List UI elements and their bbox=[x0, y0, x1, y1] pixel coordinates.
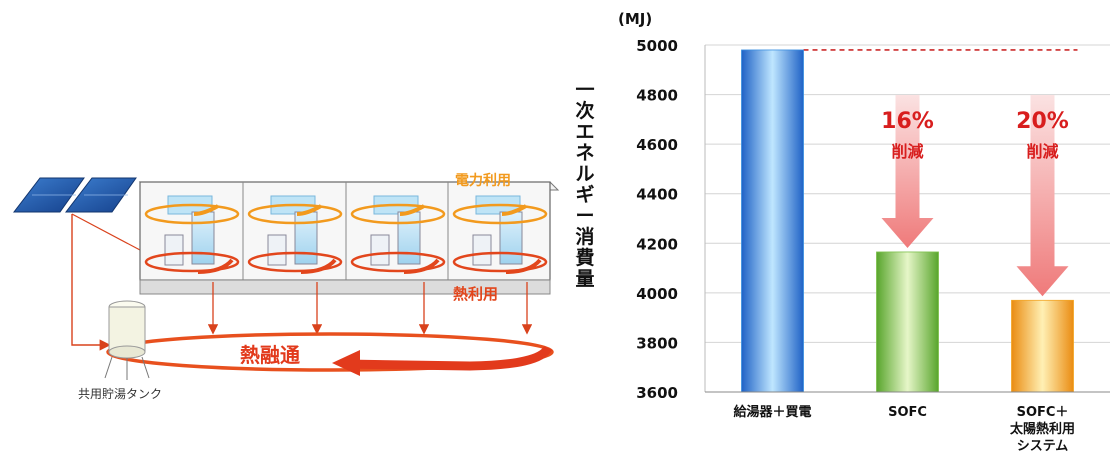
y-axis-title-char: 費 bbox=[575, 246, 594, 269]
x-tick-label: SOFC＋太陽熱利用システム bbox=[1009, 405, 1075, 454]
y-axis-title-char: 一 bbox=[575, 79, 594, 101]
y-axis-title-char: ー bbox=[575, 205, 594, 227]
solar-pipe bbox=[71, 213, 141, 351]
heat-sharing-loop bbox=[106, 332, 554, 376]
heat-flow-lines bbox=[207, 282, 533, 335]
reduction-text: 削減 bbox=[891, 142, 923, 161]
y-axis-title-char: 次 bbox=[575, 99, 594, 122]
solar-panel-icon bbox=[12, 177, 137, 213]
bar bbox=[1011, 299, 1074, 393]
category-labels: 給湯器＋買電 SOFC SOFC＋太陽熱利用システム bbox=[733, 404, 1075, 454]
heat-sharing-label: 熱融通 bbox=[240, 343, 300, 367]
y-tick-label: 4800 bbox=[636, 87, 678, 105]
unit-3 bbox=[350, 195, 446, 274]
reduction-arrows bbox=[881, 94, 1069, 297]
system-diagram: 電力利用 熱利用 熱融通 共用貯湯タンク bbox=[12, 172, 560, 401]
reduction-percent: 20% bbox=[1016, 109, 1069, 134]
unit-2 bbox=[247, 195, 343, 274]
y-tick-label: 4600 bbox=[636, 136, 678, 154]
y-tick-label: 5000 bbox=[636, 37, 678, 55]
y-axis-title-char: ル bbox=[575, 163, 594, 185]
reduction-arrow bbox=[881, 94, 934, 248]
y-axis-title-char: エ bbox=[575, 121, 594, 143]
unit-1 bbox=[144, 195, 240, 274]
y-tick-label: 4200 bbox=[636, 235, 678, 253]
y-unit-label: (MJ) bbox=[618, 10, 652, 28]
y-axis-title-char: 量 bbox=[575, 268, 594, 290]
reduction-text: 削減 bbox=[1026, 142, 1058, 161]
bars bbox=[741, 49, 1074, 393]
reduction-percent: 16% bbox=[881, 109, 934, 134]
storage-tank-icon bbox=[104, 300, 150, 380]
heat-use-label: 熱利用 bbox=[453, 285, 498, 303]
bar bbox=[876, 251, 939, 393]
y-tick-labels: 3600 3800 4000 4200 4400 4600 4800 5000 bbox=[636, 37, 678, 402]
y-tick-label: 4400 bbox=[636, 186, 678, 204]
y-axis-title-char: ギ bbox=[575, 184, 594, 206]
x-tick-label: SOFC bbox=[888, 405, 927, 420]
y-axis-title-char: 消 bbox=[575, 225, 594, 248]
y-axis-title-char: ネ bbox=[575, 142, 594, 164]
y-tick-label: 3800 bbox=[636, 334, 678, 352]
unit-4 bbox=[452, 195, 548, 274]
tank-label: 共用貯湯タンク bbox=[78, 387, 162, 401]
y-tick-label: 4000 bbox=[636, 285, 678, 303]
power-use-label: 電力利用 bbox=[455, 172, 511, 189]
x-tick-label: 給湯器＋買電 bbox=[733, 404, 811, 420]
bar bbox=[741, 49, 804, 393]
reduction-annotations: 16% 削減 20% 削減 bbox=[881, 109, 1069, 161]
reduction-arrow bbox=[1016, 94, 1069, 297]
housing-units bbox=[144, 195, 548, 274]
y-tick-label: 3600 bbox=[636, 384, 678, 402]
